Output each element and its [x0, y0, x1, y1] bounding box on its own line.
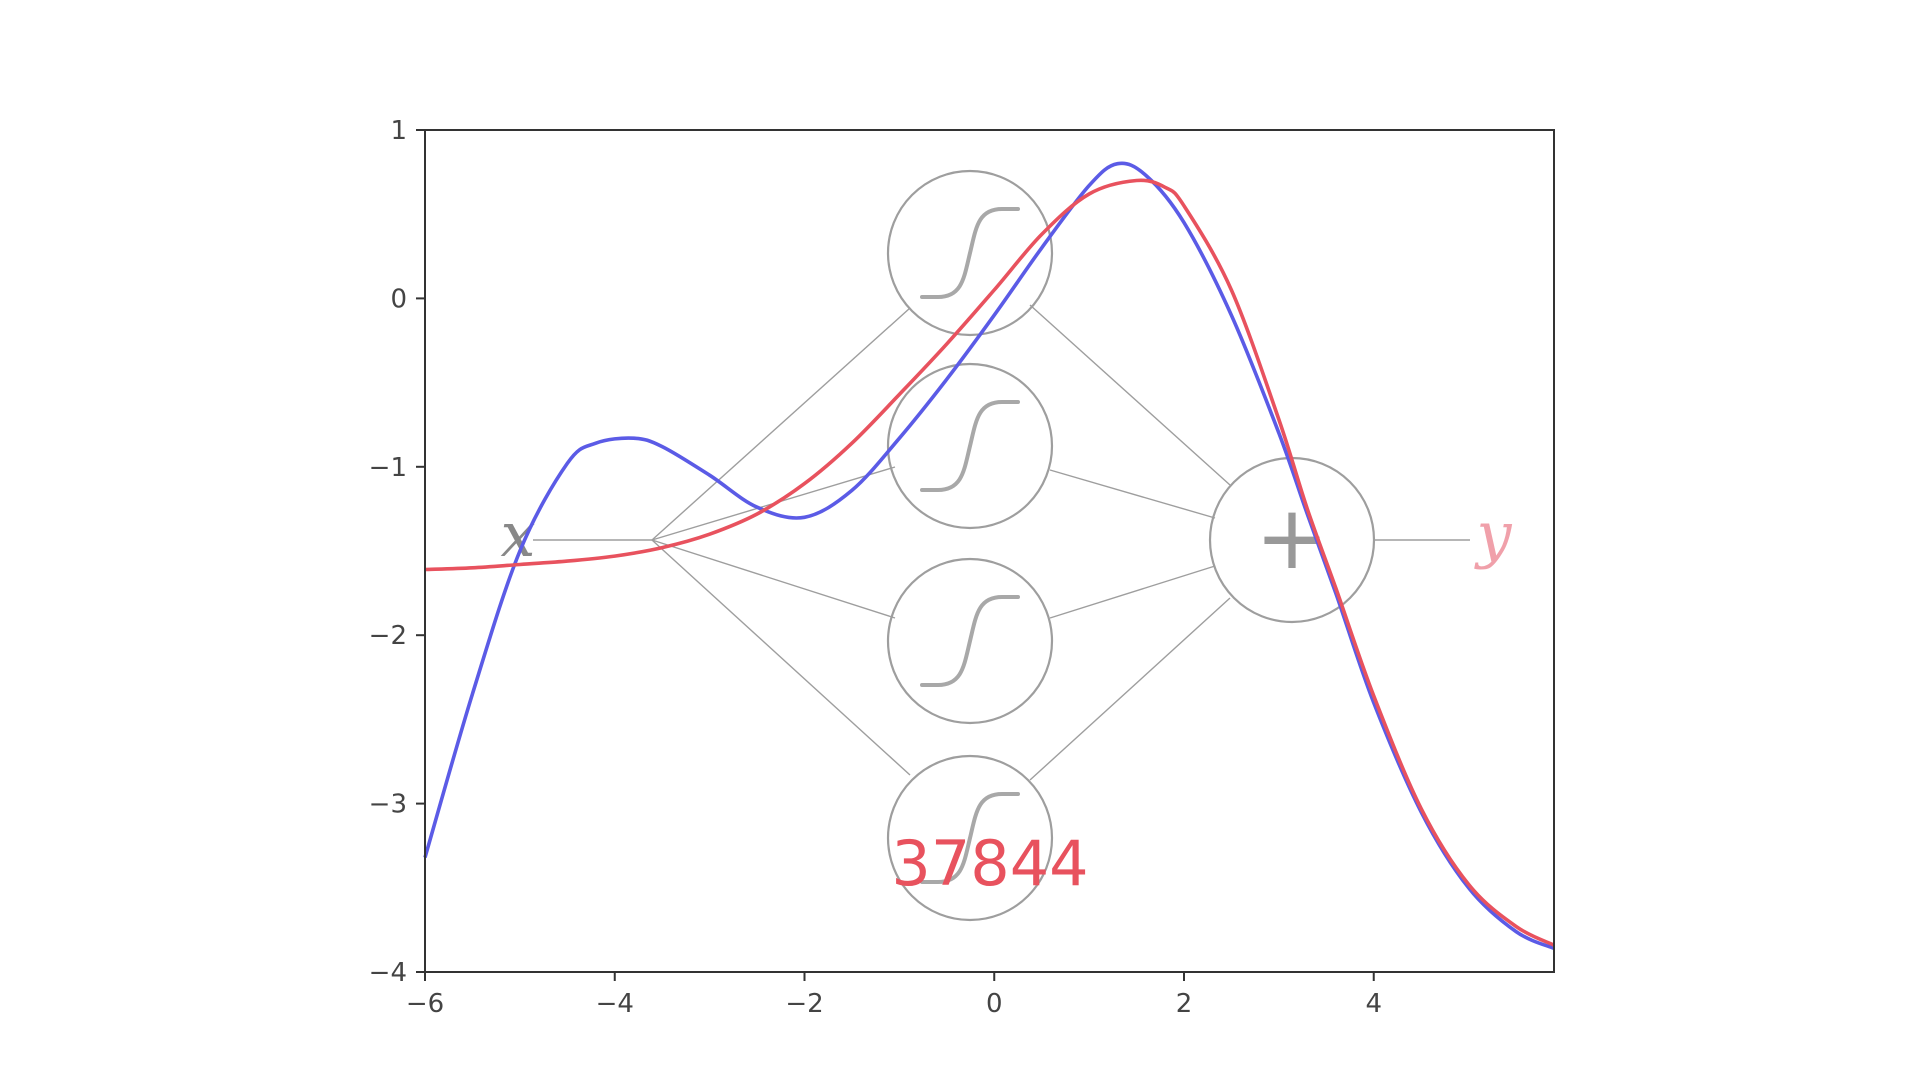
sigmoid-icon	[920, 400, 1020, 492]
x-tick-label: 2	[1176, 989, 1193, 1019]
edge-input-to-hidden-3	[651, 539, 896, 619]
y-tick-label: −1	[369, 453, 407, 483]
hidden-node-1	[886, 169, 1054, 337]
neural-network-diagram: + x y	[501, 169, 1512, 922]
x-tick-label: −4	[596, 989, 634, 1019]
y-tick-label: 1	[390, 116, 407, 146]
x-tick-label: 0	[986, 989, 1003, 1019]
x-tick-label: −2	[785, 989, 823, 1019]
plot-frame	[424, 129, 1555, 973]
y-tick-label: −3	[369, 790, 407, 820]
output-node-label: y	[1473, 498, 1512, 571]
iteration-counter: 37844	[891, 827, 1088, 900]
edge-hidden-2-to-sum	[1049, 469, 1216, 519]
x-tick-label: −6	[406, 989, 444, 1019]
edge-input-to-hidden-4	[651, 539, 911, 776]
y-tick-label: −4	[369, 958, 407, 988]
series-line-1	[423, 161, 1555, 951]
y-tick-label: 0	[390, 284, 407, 314]
hidden-node-2	[886, 362, 1054, 530]
hidden-node-4	[886, 754, 1054, 922]
edge-hidden-4-to-sum	[1029, 597, 1231, 781]
series-layer	[423, 161, 1555, 951]
sigmoid-icon	[920, 792, 1020, 884]
y-tick-label: −2	[369, 621, 407, 651]
hidden-node-3	[886, 557, 1054, 725]
sigmoid-icon	[920, 207, 1020, 299]
axis-ticks: −6 −4 −2 0 2 4−4−3−2−101	[369, 116, 1382, 1019]
edge-input-to-hidden-1	[651, 307, 911, 541]
edge-hidden-3-to-sum	[1049, 565, 1216, 619]
edge-hidden-1-to-sum	[1029, 304, 1231, 486]
x-tick-label: 4	[1365, 989, 1382, 1019]
series-line-2	[424, 178, 1555, 947]
sigmoid-icon	[920, 595, 1020, 687]
